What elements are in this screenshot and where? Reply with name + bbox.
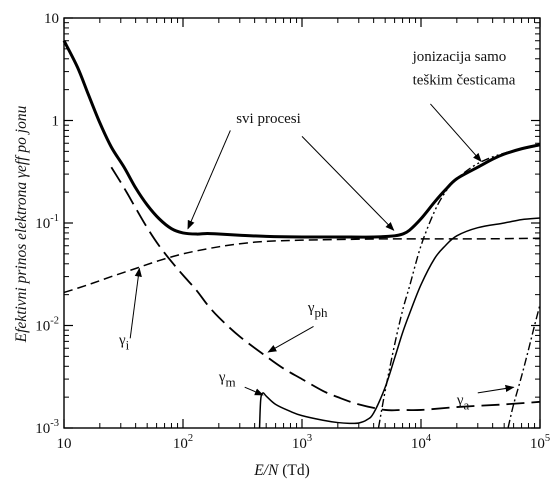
x-tick-label: 10: [57, 436, 72, 452]
y-tick-label: 10-2: [35, 316, 59, 335]
y-axis-title: Efektivni prinos elektrona γeff po jonu: [13, 105, 30, 343]
y-tick-label: 1: [52, 114, 60, 130]
annotation-arrow: [267, 325, 314, 353]
annotation-subscript: a: [463, 397, 469, 412]
x-tick-base: 10: [292, 436, 307, 452]
series-line-3: [258, 217, 541, 428]
x-axis-ticks: 10 102 103 104 105: [57, 18, 550, 452]
y-tick-exponent: -3: [50, 418, 59, 429]
annotation-arrow: [187, 130, 231, 230]
series-line-4: [377, 144, 541, 428]
annotation-gph: γph: [307, 300, 328, 320]
annotation-subscript: i: [126, 338, 130, 353]
annotation-arrow: [477, 384, 515, 394]
x-tick-exponent: 5: [545, 433, 550, 444]
annotation-arrow: [301, 136, 395, 231]
annotation-symbol: γ: [118, 333, 126, 349]
x-tick-base: 10: [411, 436, 426, 452]
x-tick-exponent: 3: [307, 433, 312, 444]
x-tick-base: 10: [173, 436, 188, 452]
x-axis-title: E/N (Td): [253, 462, 310, 479]
annotation-gm: γm: [218, 369, 236, 389]
x-axis-title-main: E/N: [253, 462, 280, 479]
y-tick-base: 1: [52, 114, 60, 130]
y-tick-label: 10: [44, 11, 59, 27]
y-tick-exponent: -2: [50, 316, 59, 327]
series-line-2: [63, 237, 541, 294]
series-line-5: [507, 304, 541, 428]
annotation-symbol: γ: [307, 300, 315, 316]
x-tick-label: 102: [173, 433, 193, 452]
y-tick-base: 10: [35, 216, 50, 232]
series-layer: [62, 40, 541, 428]
x-tick-exponent: 2: [188, 433, 193, 444]
y-tick-label: 10-1: [35, 213, 59, 232]
series-line-0: [62, 40, 541, 239]
annotation-jon2: teškim česticama: [413, 72, 516, 88]
x-tick-label: 105: [530, 433, 550, 452]
annotation-subscript: ph: [314, 305, 328, 320]
annotation-layer: svi procesi jonizacija samo teškim čestica…: [118, 49, 516, 412]
annotation-gi: γi: [118, 333, 130, 353]
x-tick-base: 10: [530, 436, 545, 452]
annotation-arrow: [244, 386, 264, 396]
annotation-symbol: γ: [218, 369, 226, 385]
y-tick-base: 10: [44, 11, 59, 27]
x-axis-title-unit: (Td): [278, 462, 309, 479]
x-tick-label: 104: [411, 433, 432, 452]
annotation-arrow: [430, 103, 482, 162]
x-tick-exponent: 4: [426, 433, 432, 444]
y-tick-base: 10: [35, 319, 50, 335]
x-tick-base: 10: [57, 436, 72, 452]
y-tick-base: 10: [35, 421, 50, 437]
y-tick-exponent: -1: [50, 213, 59, 224]
series-line-1: [110, 166, 541, 412]
annotation-jon1: jonizacija samo: [412, 49, 507, 65]
annotation-ga: γa: [456, 392, 470, 412]
y-tick-label: 10-3: [35, 418, 59, 437]
annotation-svi: svi procesi: [236, 111, 301, 127]
x-tick-label: 103: [292, 433, 312, 452]
annotation-symbol: γ: [456, 392, 464, 408]
annotation-arrow: [129, 267, 142, 339]
annotation-subscript: m: [225, 374, 235, 389]
